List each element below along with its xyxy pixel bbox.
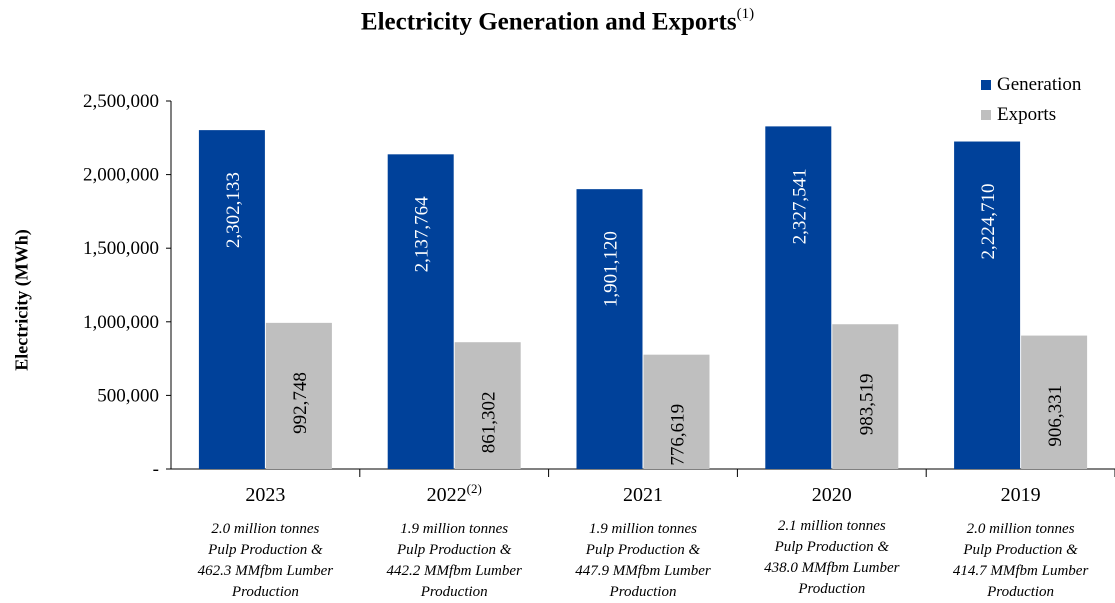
y-tick-label: 2,500,000 [83,91,159,112]
data-label-exports-2023: 992,748 [290,372,311,434]
legend: Generation Exports [981,70,1081,130]
category-note-2022: 1.9 million tonnes Pulp Production & 442.2… [369,519,539,603]
bar-exports-2019 [1021,335,1088,469]
legend-swatch-generation [981,80,991,90]
category-note-line: Production [987,584,1055,600]
category-note-line: 442.2 MMfbm Lumber [386,563,522,579]
category-note-line: 1.9 million tonnes [400,521,509,537]
bar-generation-2022 [387,154,454,469]
category-note-line: Pulp Production & [963,542,1078,558]
category-note-2021: 1.9 million tonnes Pulp Production & 447.9… [558,519,728,603]
bar-exports-2021 [643,354,710,469]
bar-exports-2023 [265,322,332,469]
category-note-line: Pulp Production & [208,542,323,558]
y-tick-label: 1,500,000 [83,238,159,259]
category-note-line: 447.9 MMfbm Lumber [575,563,711,579]
data-label-generation-2019: 2,224,710 [978,184,999,260]
x-tick-label: 2019 [1001,484,1041,506]
data-label-exports-2019: 906,331 [1045,385,1066,447]
category-note-line: Production [798,581,866,597]
bar-generation-2020 [765,126,832,470]
data-label-exports-2022: 861,302 [479,391,500,453]
data-label-generation-2023: 2,302,133 [223,172,244,248]
data-label-exports-2021: 776,619 [668,404,689,466]
y-tick-label: - [153,459,159,480]
category-note-line: Pulp Production & [585,542,701,558]
category-note-2020: 2.1 million tonnes Pulp Production & 438.0… [747,516,917,600]
x-tick-label: 2021 [623,484,663,506]
x-tick-label: 2020 [812,484,852,506]
chart-title: Electricity Generation and Exports(1) [360,6,755,36]
legend-label-exports: Exports [997,104,1057,125]
category-note-line: Production [420,584,488,600]
y-tick-label: 2,000,000 [83,165,159,186]
category-note-2023: 2.0 million tonnes Pulp Production & 462.3… [180,519,350,603]
category-note-line: Production [609,584,677,600]
data-label-generation-2021: 1,901,120 [601,231,622,307]
bar-exports-2020 [832,324,899,469]
y-tick-label: 1,000,000 [83,312,159,333]
x-tick-superscript: (2) [467,481,482,496]
category-note-line: 462.3 MMfbm Lumber [197,563,334,579]
legend-label-generation: Generation [997,74,1082,95]
category-note-line: Pulp Production & [774,539,890,555]
legend-swatch-exports [981,110,991,120]
category-note-line: 2.1 million tonnes [777,518,886,534]
legend-item-exports: Exports [981,100,1081,130]
bar-exports-2022 [454,342,521,469]
data-label-generation-2020: 2,327,541 [789,168,810,244]
category-note-line: 2.0 million tonnes [211,521,320,537]
category-note-2019: 2.0 million tonnes Pulp Production & 414.7… [936,519,1106,603]
bar-generation-2023 [198,130,265,469]
data-label-generation-2022: 2,137,764 [412,196,433,273]
bar-generation-2019 [954,141,1021,469]
category-note-line: 414.7 MMfbm Lumber [952,563,1089,579]
x-tick-label: 2022(2) [427,481,482,506]
legend-item-generation: Generation [981,70,1081,100]
category-note-line: 438.0 MMfbm Lumber [764,560,900,576]
category-note-line: 2.0 million tonnes [966,521,1075,537]
category-note-line: 1.9 million tonnes [589,521,697,537]
category-note-line: Pulp Production & [396,542,512,558]
x-tick-label: 2023 [245,484,285,506]
data-label-exports-2020: 983,519 [856,373,877,435]
y-tick-label: 500,000 [97,385,159,406]
bar-generation-2021 [576,189,643,469]
category-note-line: Production [231,584,299,600]
